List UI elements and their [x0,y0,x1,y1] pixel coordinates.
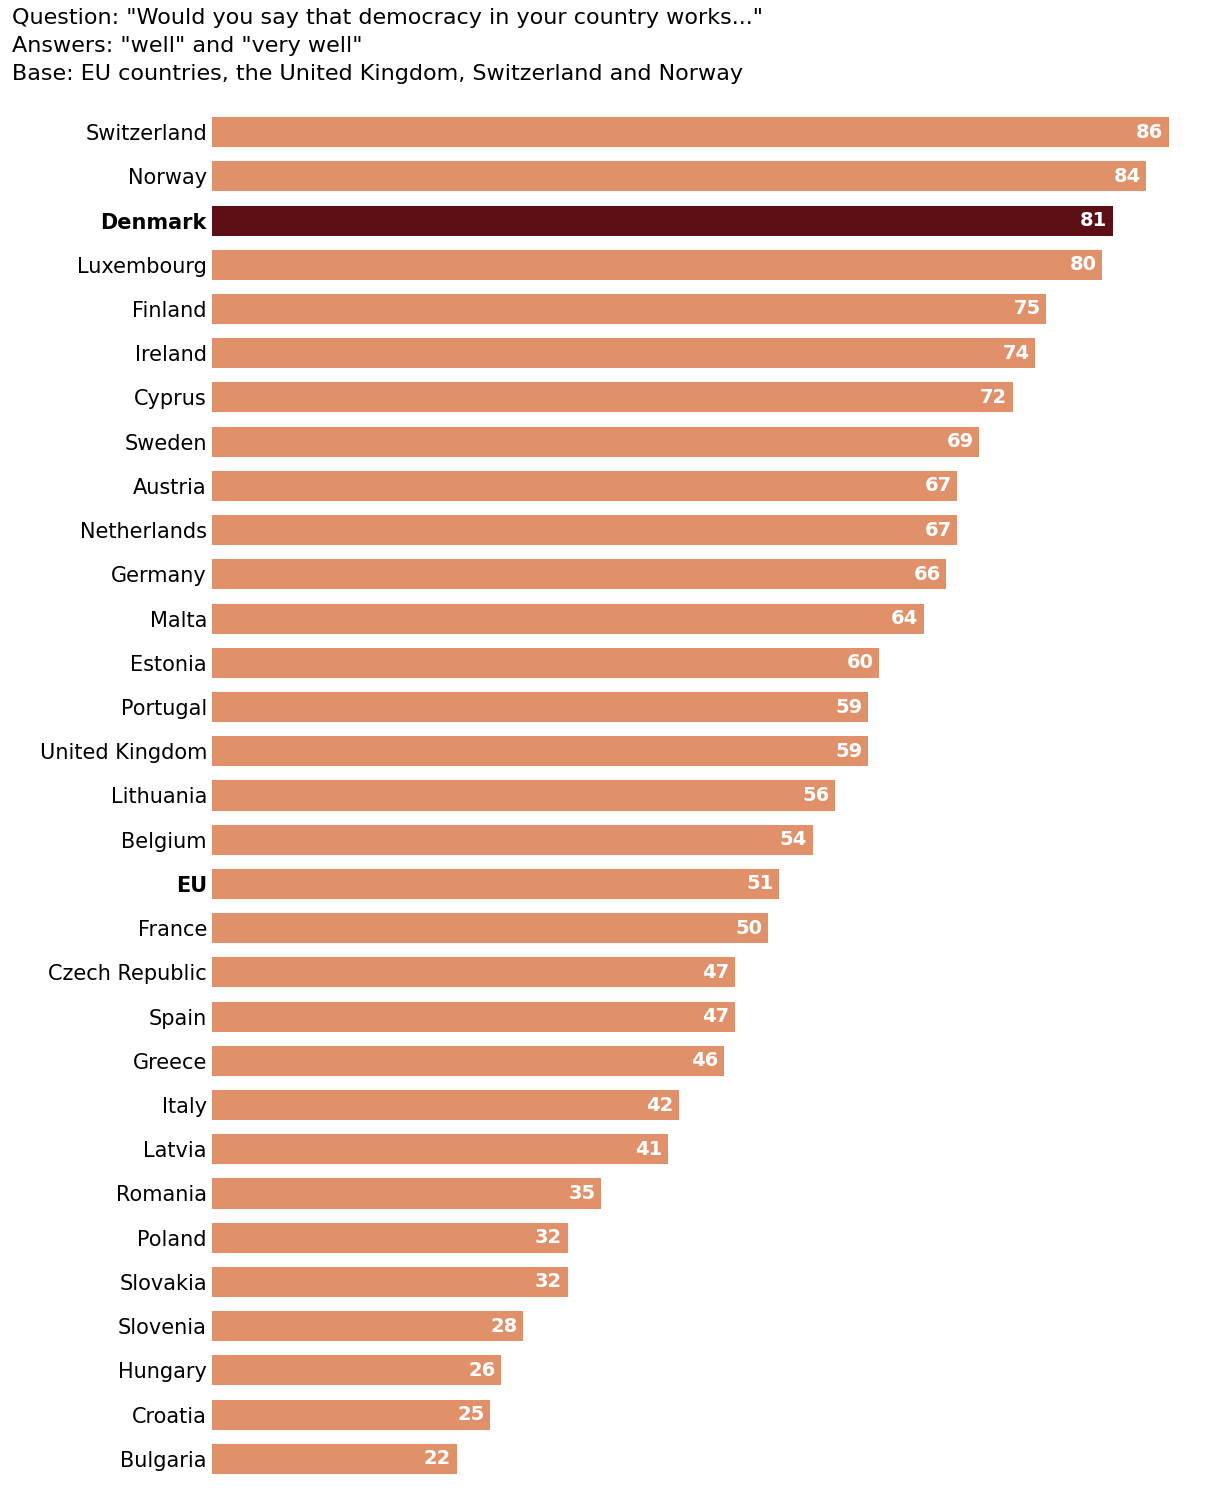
Text: 32: 32 [535,1273,563,1291]
Bar [212,692,869,722]
Text: 56: 56 [802,786,829,805]
Text: 35: 35 [569,1184,595,1203]
Text: 25: 25 [457,1405,484,1424]
Text: 64: 64 [891,609,918,627]
Text: 60: 60 [847,653,874,673]
Text: 54: 54 [779,831,807,849]
Text: 47: 47 [702,1007,730,1025]
Text: 66: 66 [914,566,940,584]
Text: 28: 28 [490,1316,518,1336]
Text: 42: 42 [646,1095,674,1114]
Text: 59: 59 [836,698,863,716]
Text: 84: 84 [1113,167,1141,185]
Bar [212,1090,679,1120]
Text: 67: 67 [924,477,951,496]
Bar [212,294,1047,324]
Bar [212,470,957,501]
Text: 81: 81 [1081,211,1107,231]
Bar [212,338,1035,368]
Bar [212,1310,523,1341]
Text: 47: 47 [702,964,730,982]
Text: 51: 51 [747,875,773,893]
Bar [212,958,734,988]
Text: Question: "Would you say that democracy in your country works..."
Answers: "well: Question: "Would you say that democracy … [12,8,764,83]
Bar [212,1178,601,1208]
Bar [212,118,1169,148]
Bar [212,1356,501,1386]
Text: 69: 69 [946,433,974,451]
Text: 86: 86 [1136,122,1163,142]
Bar [212,1399,490,1430]
Bar [212,427,979,457]
Text: 72: 72 [980,388,1007,407]
Bar [212,559,946,590]
Text: 74: 74 [1002,344,1030,363]
Bar [212,1134,668,1164]
Bar [212,1223,567,1253]
Bar [212,825,813,855]
Text: 59: 59 [836,742,863,760]
Bar [212,205,1113,235]
Text: 32: 32 [535,1228,563,1247]
Bar [212,250,1102,280]
Bar [212,161,1146,192]
Text: 41: 41 [635,1140,662,1158]
Text: 75: 75 [1014,300,1041,318]
Text: 67: 67 [924,520,951,540]
Text: 26: 26 [468,1360,495,1380]
Bar [212,736,869,766]
Text: 80: 80 [1070,255,1096,274]
Bar [212,516,957,546]
Bar [212,1001,734,1031]
Bar [212,1267,567,1297]
Bar [212,1443,456,1473]
Bar [212,781,835,810]
Bar [212,914,768,942]
Text: 22: 22 [424,1449,451,1469]
Bar [212,869,779,899]
Bar [212,1045,724,1075]
Bar [212,648,880,677]
Bar [212,603,924,633]
Text: 50: 50 [736,918,762,938]
Text: 46: 46 [691,1051,718,1071]
Bar [212,383,1013,413]
